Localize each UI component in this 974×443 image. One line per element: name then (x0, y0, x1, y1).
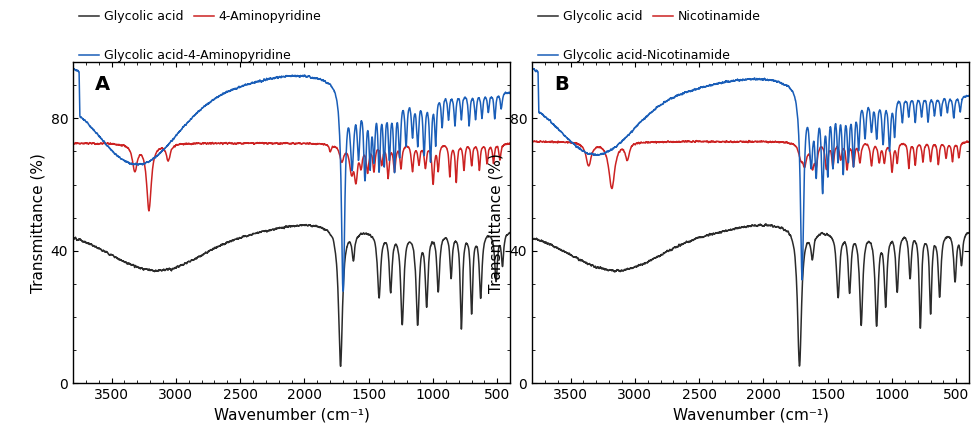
Legend: Glycolic acid-Nicotinamide: Glycolic acid-Nicotinamide (539, 49, 730, 62)
Legend: Glycolic acid-4-Aminopyridine: Glycolic acid-4-Aminopyridine (79, 49, 291, 62)
Text: B: B (554, 75, 569, 94)
Text: A: A (94, 75, 110, 94)
X-axis label: Wavenumber (cm⁻¹): Wavenumber (cm⁻¹) (673, 408, 829, 423)
X-axis label: Wavenumber (cm⁻¹): Wavenumber (cm⁻¹) (213, 408, 369, 423)
Y-axis label: Transmittance (%): Transmittance (%) (489, 153, 504, 292)
Y-axis label: Transmittance (%): Transmittance (%) (30, 153, 45, 292)
